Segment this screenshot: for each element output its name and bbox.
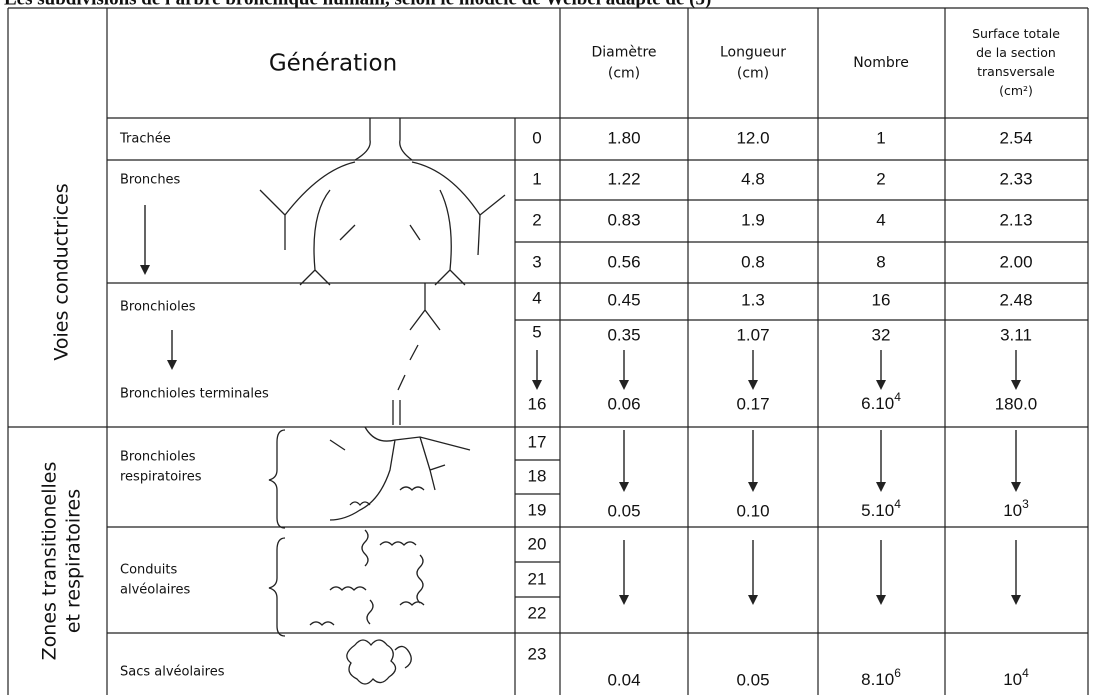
- measure: 1.3: [741, 290, 765, 309]
- arrow-head: [619, 482, 629, 492]
- measure-exponent: 4: [894, 497, 901, 511]
- measure: 0.17: [736, 394, 769, 413]
- measure: 104: [1003, 666, 1029, 689]
- measure: 6.104: [861, 390, 901, 413]
- generation: 0: [532, 128, 541, 147]
- section-label: Bronchioles: [120, 300, 196, 315]
- measure: 2.33: [999, 169, 1032, 188]
- measure-base: 10: [1003, 670, 1022, 689]
- measure: 0.8: [741, 252, 765, 271]
- section-label: alvéolaires: [120, 583, 190, 598]
- measure: 2: [876, 169, 885, 188]
- measure: 103: [1003, 497, 1029, 520]
- column-header: (cm²): [999, 83, 1033, 98]
- generation: 4: [532, 288, 541, 307]
- measure: 2.48: [999, 290, 1032, 309]
- generation: 16: [528, 394, 547, 413]
- section-label: Trachée: [119, 132, 171, 147]
- measure: 1.9: [741, 210, 765, 229]
- arrow-head: [1011, 482, 1021, 492]
- arrow-head: [1011, 380, 1021, 390]
- sketches: [260, 118, 505, 684]
- measure-exponent: 4: [894, 390, 901, 404]
- column-header: (cm): [737, 66, 769, 82]
- measure-base: 6.10: [861, 394, 894, 413]
- arrow-head: [619, 595, 629, 605]
- column-header: Longueur: [720, 45, 786, 61]
- measure: 0.06: [607, 394, 640, 413]
- measure: 2.00: [999, 252, 1032, 271]
- measure: 1: [876, 128, 885, 147]
- arrow-head: [1011, 595, 1021, 605]
- column-header: transversale: [977, 64, 1055, 79]
- generation: 5: [532, 322, 541, 341]
- arrow-head: [140, 265, 150, 275]
- measure-base: 10: [1003, 501, 1022, 520]
- arrow-head: [748, 380, 758, 390]
- arrow-head: [167, 360, 177, 370]
- measure: 32: [872, 325, 891, 344]
- column-header: Nombre: [853, 55, 909, 71]
- section-label: respiratoires: [120, 470, 202, 485]
- measure: 4: [876, 210, 885, 229]
- measure: 1.07: [736, 325, 769, 344]
- section-label: Bronchioles: [120, 450, 196, 465]
- generation: 23: [528, 644, 547, 663]
- measure: 0.35: [607, 325, 640, 344]
- column-header: (cm): [608, 66, 640, 82]
- generation: 17: [528, 432, 547, 451]
- measure: 0.45: [607, 290, 640, 309]
- generation: 3: [532, 252, 541, 271]
- section-label: Sacs alvéolaires: [120, 665, 225, 680]
- generation: 20: [528, 534, 547, 553]
- section-label: Bronchioles terminales: [120, 387, 269, 402]
- arrow-head: [876, 595, 886, 605]
- column-header: Diamètre: [591, 45, 656, 61]
- measure-base: 8.10: [861, 670, 894, 689]
- measure: 12.0: [736, 128, 769, 147]
- measure: 0.10: [736, 501, 769, 520]
- column-header: de la section: [976, 45, 1056, 60]
- measure: 8.106: [861, 666, 901, 689]
- arrow-head: [876, 380, 886, 390]
- group-label: Voies conductrices: [51, 183, 73, 360]
- generation: 1: [532, 169, 541, 188]
- group-label: et respiratoires: [63, 489, 85, 633]
- measure: 2.13: [999, 210, 1032, 229]
- measure: 4.8: [741, 169, 765, 188]
- measure: 3.11: [1000, 325, 1032, 344]
- arrow-head: [532, 380, 542, 390]
- measure: 0.56: [607, 252, 640, 271]
- generation: 22: [528, 603, 547, 622]
- generation: 18: [528, 466, 547, 485]
- generation: 21: [528, 569, 547, 588]
- measure-exponent: 6: [894, 666, 901, 680]
- arrow-head: [748, 595, 758, 605]
- arrow-head: [619, 380, 629, 390]
- section-label: Bronches: [120, 173, 181, 188]
- arrow-head: [748, 482, 758, 492]
- arrow-head: [876, 482, 886, 492]
- section-label: Conduits: [120, 563, 177, 578]
- measure: 180.0: [995, 394, 1038, 413]
- header-generation: Génération: [269, 51, 397, 77]
- column-header: Surface totale: [972, 26, 1060, 41]
- measure: 16: [872, 290, 891, 309]
- generation: 2: [532, 210, 541, 229]
- measure: 2.54: [999, 128, 1032, 147]
- measure: 5.104: [861, 497, 901, 520]
- measure: 1.80: [607, 128, 640, 147]
- measure: 0.04: [607, 670, 640, 689]
- measure: 8: [876, 252, 885, 271]
- measure: 0.05: [736, 670, 769, 689]
- measure-exponent: 3: [1022, 497, 1029, 511]
- group-label: Zones transitionelles: [39, 462, 61, 661]
- page: Les subdivisions de l'arbre bronchique h…: [0, 0, 1093, 695]
- measure-exponent: 4: [1022, 666, 1029, 680]
- measure-base: 5.10: [861, 501, 894, 520]
- generation: 19: [528, 500, 547, 519]
- measure: 1.22: [607, 169, 640, 188]
- measure: 0.83: [607, 210, 640, 229]
- measure: 0.05: [607, 501, 640, 520]
